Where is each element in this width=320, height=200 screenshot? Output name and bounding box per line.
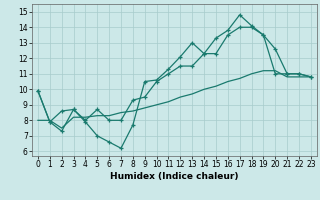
X-axis label: Humidex (Indice chaleur): Humidex (Indice chaleur) <box>110 172 239 181</box>
